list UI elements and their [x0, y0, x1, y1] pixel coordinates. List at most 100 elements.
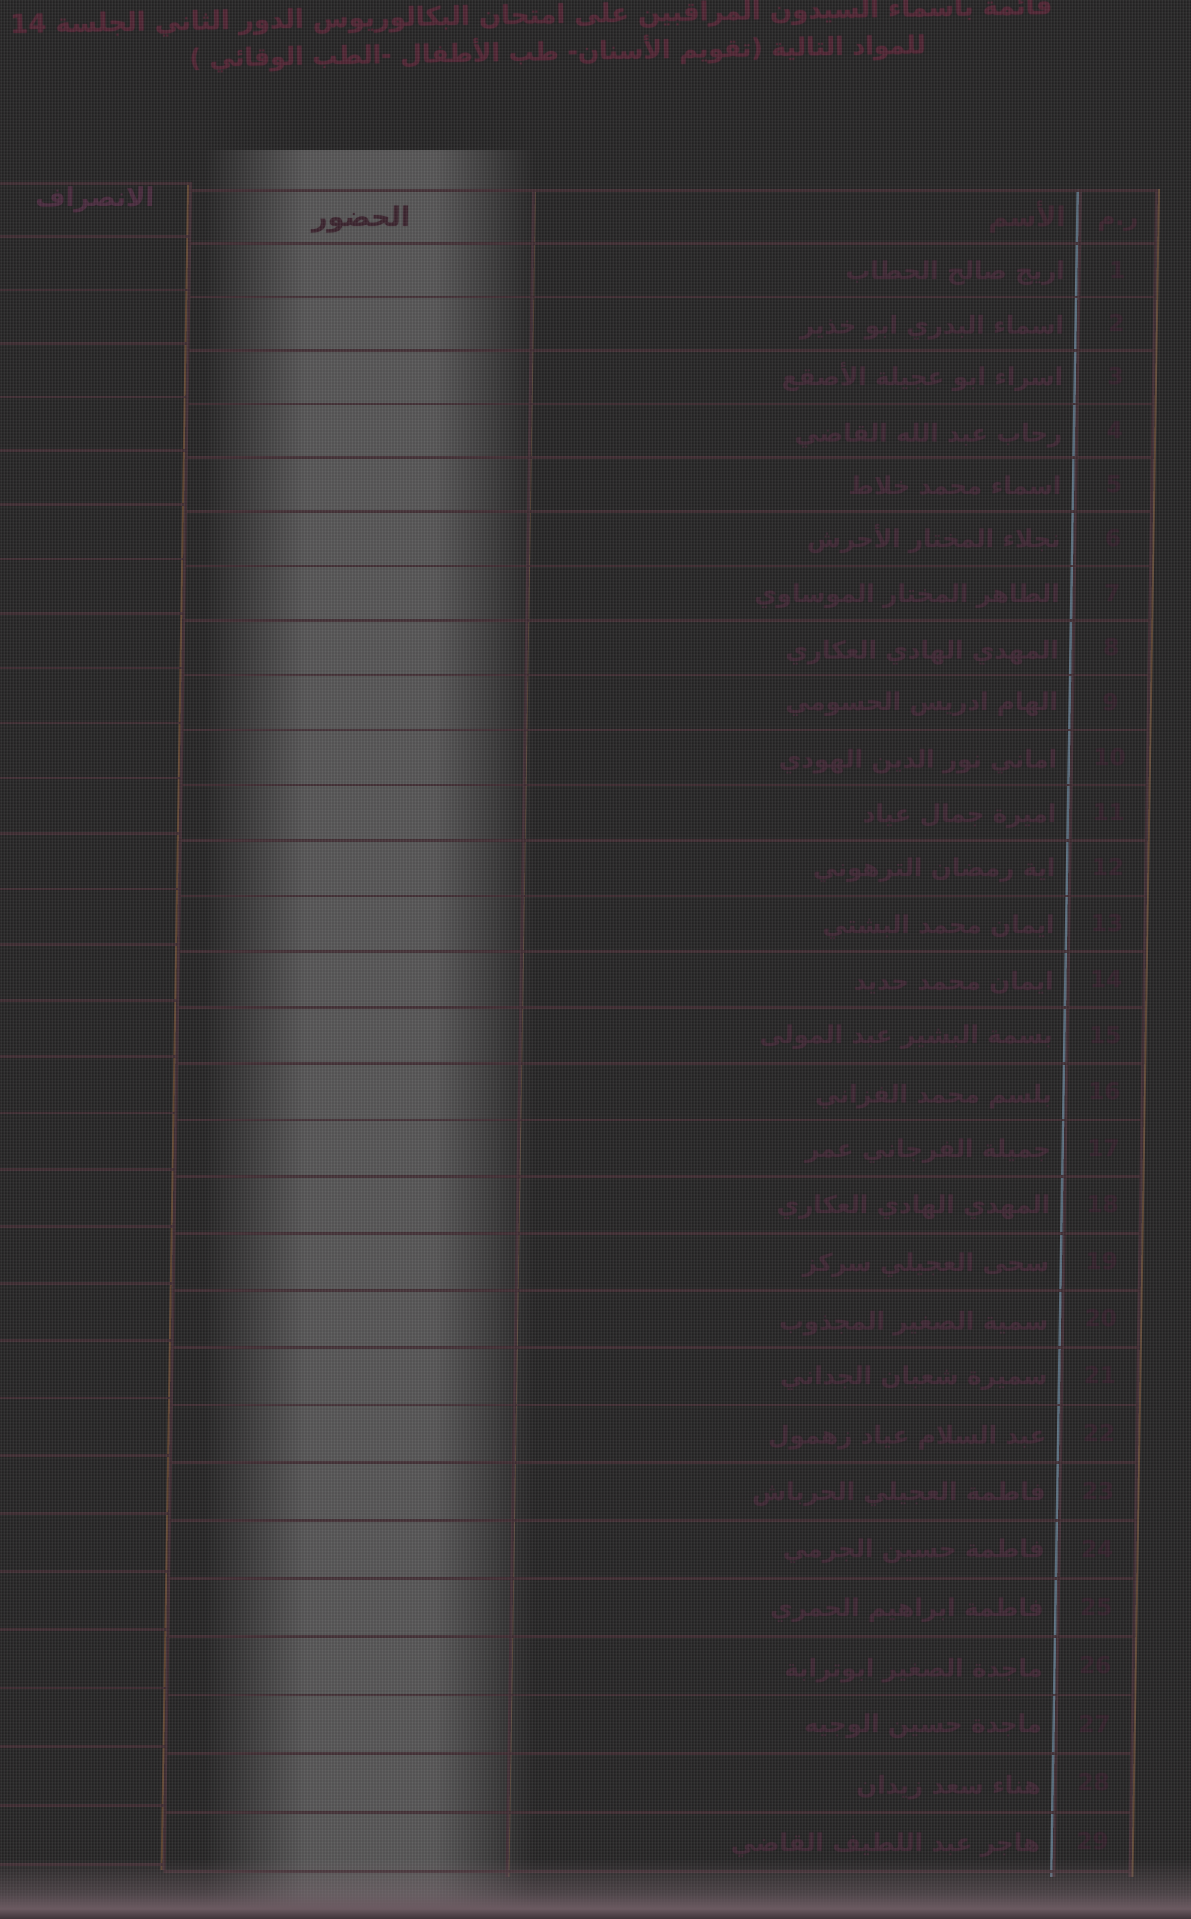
header-name: الأسم [988, 201, 1066, 233]
row-divider-left [0, 943, 179, 946]
row-serial-number: 16 [1088, 1079, 1121, 1106]
row-serial-number: 19 [1085, 1249, 1118, 1276]
row-serial-number: 1 [1108, 257, 1126, 284]
row-divider-left [0, 612, 184, 615]
row-serial-number: 15 [1088, 1022, 1122, 1049]
table-row: 24 فاطمة حسين الجرمي [0, 1522, 1170, 1580]
table-row: 1 اريج صالح الحطاب [0, 245, 1190, 299]
table-row: 4 رحاب عبد الله القاضي [0, 405, 1188, 460]
row-divider-left [0, 557, 185, 561]
row-serial-number: 3 [1107, 364, 1124, 391]
row-invigilator-name: المهدي الهادي العكاري [785, 635, 1059, 665]
table-row: 29 هاجر عبد اللطيف القاضي [0, 1814, 1165, 1873]
table-row: 2 اسماء البدري ابو خذير [0, 298, 1189, 352]
row-divider-left [0, 999, 178, 1002]
header-bottom-line-left [0, 235, 190, 238]
table-row: 6 نجلاء المختار الأحرش [0, 513, 1186, 568]
table-row: 16 بلسم محمد الفزاني [0, 1065, 1177, 1122]
row-serial-number: 20 [1084, 1306, 1117, 1333]
row-invigilator-name: اماني نور الدين الهودي [778, 744, 1058, 774]
row-serial-number: 26 [1079, 1653, 1112, 1680]
row-invigilator-name: الطاهر المختار الموساوي [754, 579, 1060, 609]
row-invigilator-name: فاطمة حسين الجرمي [782, 1534, 1045, 1564]
row-divider-left [0, 1686, 167, 1690]
row-invigilator-name: هاجر عبد اللطيف القاضي [730, 1827, 1041, 1857]
row-serial-number: 23 [1081, 1478, 1115, 1505]
row-serial-number: 12 [1091, 855, 1125, 882]
table-row: 14 ايمان محمد حديد [0, 953, 1179, 1009]
table-body: 1 اريج صالح الحطاب 2 اسماء البدري ابو خذير 3… [0, 245, 1190, 1873]
row-serial-number: 2 [1108, 310, 1125, 337]
row-invigilator-name: عبد السلام عياد زهمول [767, 1420, 1047, 1450]
row-invigilator-name: ماجدة الصغير ابوترابة [784, 1653, 1044, 1683]
table-row: 7 الطاهر المختار الموساوي [0, 567, 1185, 622]
row-invigilator-name: ايمان محمد حديد [853, 966, 1054, 996]
table-row: 9 الهام ادريس الحسومي [0, 676, 1183, 732]
row-serial-number: 5 [1105, 472, 1123, 499]
row-serial-number: 28 [1077, 1770, 1110, 1797]
row-invigilator-name: هناء سعد زيدان [856, 1770, 1042, 1800]
row-divider-left [0, 1511, 170, 1515]
header-attendance: الحضور [311, 201, 411, 233]
row-invigilator-name: سمية الصغير المجذوب [779, 1306, 1049, 1336]
row-invigilator-name: ايمان محمد البشتي [822, 909, 1055, 939]
row-serial-number: 10 [1093, 744, 1126, 771]
row-invigilator-name: سميرة شعبان الجداني [780, 1360, 1048, 1390]
row-serial-number: 9 [1102, 689, 1119, 716]
row-invigilator-name: المهدي الهادي العكاري [776, 1189, 1051, 1219]
row-invigilator-name: اية رمضان الترهوني [812, 852, 1056, 882]
table-row: 3 اسراء ابو عجيلة الأصقع [0, 352, 1188, 406]
row-serial-number: 24 [1080, 1536, 1114, 1563]
row-serial-number: 13 [1090, 911, 1124, 938]
row-divider-left [0, 1863, 164, 1866]
row-invigilator-name: رحاب عبد الله القاضي [794, 418, 1063, 448]
row-invigilator-name: نجلاء المختار الأحرش [806, 523, 1061, 553]
header-departure: الانصراف [35, 183, 155, 213]
table-header-row: ر.م الأسم الحضور الانصراف [0, 182, 1191, 245]
table-row: 27 ماجدة حسين الوجيه [0, 1696, 1167, 1755]
row-invigilator-name: فاطمة ابراهيم الحمري [770, 1593, 1044, 1623]
row-divider-left [0, 1628, 168, 1631]
row-serial-number: 17 [1087, 1135, 1120, 1162]
table-row: 23 فاطمة العجيلي الحرباش [0, 1464, 1171, 1522]
row-serial-number: 29 [1076, 1829, 1109, 1856]
row-divider-left [0, 1055, 177, 1058]
row-divider-left [0, 1168, 175, 1171]
row-invigilator-name: جميلة الفرجاني عمر [804, 1134, 1052, 1164]
table-row: 18 المهدي الهادي العكاري [0, 1178, 1175, 1235]
table-row: 22 عبد السلام عياد زهمول [0, 1406, 1172, 1464]
row-serial-number: 7 [1103, 580, 1121, 607]
row-divider-left [0, 1111, 176, 1115]
row-invigilator-name: بلسم محمد الفزاني [814, 1079, 1053, 1109]
table-row: 26 ماجدة الصغير ابوترابة [0, 1638, 1168, 1697]
table-row: 21 سميرة شعبان الجداني [0, 1349, 1173, 1407]
row-serial-number: 14 [1089, 966, 1123, 993]
row-divider-left [0, 503, 186, 507]
row-invigilator-name: اسماء محمد خلاط [848, 470, 1062, 500]
row-serial-number: 27 [1078, 1711, 1111, 1738]
table-row: 17 جميلة الفرجاني عمر [0, 1121, 1176, 1178]
row-divider-left [0, 1804, 165, 1807]
table-row: 5 اسماء محمد خلاط [0, 459, 1187, 514]
table-row: 20 سمية الصغير المجذوب [0, 1292, 1174, 1349]
row-divider-left [0, 1454, 171, 1457]
row-divider-left [0, 342, 188, 345]
row-invigilator-name: اميرة جمال عياد [862, 798, 1057, 828]
row-serial-number: 8 [1103, 635, 1120, 662]
row-divider-left [0, 1745, 166, 1748]
table-row: 28 هناء سعد زيدان [0, 1755, 1166, 1814]
table-row: 12 اية رمضان الترهوني [0, 842, 1181, 898]
row-serial-number: 18 [1086, 1192, 1119, 1219]
row-serial-number: 22 [1082, 1420, 1116, 1447]
table-row: 13 ايمان محمد البشتي [0, 897, 1180, 953]
row-divider-left [0, 666, 183, 670]
row-divider-left [0, 288, 189, 292]
row-serial-number: 25 [1079, 1594, 1113, 1621]
table-row: 25 فاطمة ابراهيم الحمري [0, 1580, 1169, 1638]
row-invigilator-name: اسراء ابو عجيلة الأصقع [781, 361, 1064, 391]
row-invigilator-name: فاطمة العجيلي الحرباش [752, 1477, 1046, 1507]
table-row: 11 اميرة جمال عياد [0, 786, 1182, 842]
row-divider-left [0, 1396, 172, 1400]
table-row: 8 المهدي الهادي العكاري [0, 622, 1184, 677]
